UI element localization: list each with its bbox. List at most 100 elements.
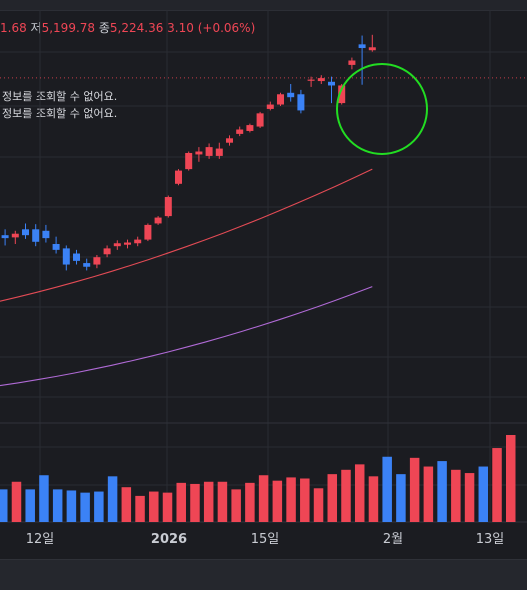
candle-body <box>287 92 295 98</box>
volume-bar <box>478 466 489 522</box>
volume-bar <box>11 481 22 522</box>
candle <box>113 240 121 250</box>
stock-chart[interactable]: 1.68 저5,199.78 종5,224.36 3.10 (+0.06%) 정… <box>0 10 527 559</box>
candle <box>317 75 325 84</box>
highlight-marker <box>336 63 428 155</box>
volume-bar <box>203 481 214 522</box>
volume-bar <box>217 481 228 522</box>
candle <box>103 245 111 258</box>
volume-bar <box>423 466 434 522</box>
volume-bar <box>286 477 296 522</box>
candle <box>297 89 305 114</box>
candle-body <box>52 243 60 250</box>
top-toolbar <box>0 0 527 11</box>
candle <box>164 195 172 218</box>
candle <box>348 57 356 70</box>
candle-body <box>236 129 244 134</box>
candle <box>226 135 233 146</box>
candle <box>175 169 182 186</box>
candle <box>11 230 19 244</box>
candle-body <box>11 233 19 238</box>
candle-body <box>328 81 335 86</box>
volume-bar <box>190 483 200 522</box>
candle-body <box>42 230 50 239</box>
volume-bar <box>437 461 447 522</box>
indicator-notice-2: 정보를 조회할 수 없어요. <box>2 107 118 120</box>
candle <box>368 34 376 52</box>
candle <box>307 76 315 87</box>
candle <box>154 216 162 225</box>
volume-bar <box>80 492 90 522</box>
candle-body <box>113 243 121 247</box>
candle <box>287 83 295 102</box>
candle <box>52 236 60 254</box>
candle-body <box>297 94 305 111</box>
candle-body <box>368 47 376 51</box>
volume-bar <box>451 469 461 522</box>
chart-canvas[interactable]: 12일 2026 15일 2월 13일 <box>0 10 527 559</box>
volume-bar <box>341 469 351 522</box>
volume-bar <box>409 457 420 522</box>
volume-bar <box>464 473 475 522</box>
volume-bar <box>39 475 49 522</box>
highlight-circle <box>336 63 428 155</box>
candle <box>62 245 70 271</box>
candle <box>236 126 244 137</box>
volume-bar <box>354 464 365 522</box>
volume-bar <box>396 474 406 522</box>
volume-bar <box>258 475 269 522</box>
candle-body <box>185 152 193 170</box>
volume-bar <box>66 490 77 522</box>
candle-body <box>317 78 325 82</box>
close-value: 5,224.36 <box>109 21 164 35</box>
candle <box>205 143 213 159</box>
indicator-notice-1: 정보를 조회할 수 없어요. <box>2 90 118 103</box>
volume-bar <box>0 489 8 522</box>
candle-body <box>32 229 40 242</box>
candle <box>124 239 131 249</box>
candle-body <box>1 235 9 239</box>
candle <box>83 258 91 271</box>
candle-body <box>246 125 254 131</box>
candle <box>277 92 284 107</box>
candle-body <box>22 229 29 236</box>
x-tick-label: 2026 <box>151 532 187 547</box>
candle-body <box>215 148 223 156</box>
volume-bars <box>0 435 516 522</box>
volume-bar <box>231 489 241 522</box>
low-label: 저 <box>30 21 42 35</box>
volume-bar <box>492 448 502 522</box>
candle <box>246 123 254 133</box>
volume-bar <box>149 491 159 522</box>
candle <box>93 255 101 269</box>
candle-body <box>175 170 182 184</box>
candle <box>134 236 142 247</box>
candle-body <box>144 224 152 240</box>
candle <box>73 249 80 265</box>
candle-body <box>164 197 172 217</box>
bottom-toolbar <box>0 559 527 590</box>
candle-body <box>226 138 233 143</box>
candle-body <box>358 44 366 49</box>
candle-body <box>348 60 356 65</box>
candle-body <box>277 94 284 105</box>
candle <box>185 151 193 171</box>
candle-body <box>338 85 346 104</box>
volume-bar <box>25 489 35 522</box>
volume-bar <box>107 476 118 522</box>
candle <box>328 76 335 104</box>
volume-bar <box>162 492 173 522</box>
volume-bar <box>245 482 255 522</box>
candle <box>266 101 274 111</box>
x-tick-label: 15일 <box>251 532 280 547</box>
candlesticks <box>1 34 376 271</box>
candle <box>256 111 264 129</box>
candle <box>195 147 203 162</box>
close-label: 종 <box>98 21 110 35</box>
candle <box>144 223 152 242</box>
volume-bar <box>135 495 145 522</box>
candle-body <box>124 242 131 245</box>
grid-lines <box>0 10 527 523</box>
candle-body <box>154 217 162 224</box>
x-tick-label: 12일 <box>26 532 55 547</box>
